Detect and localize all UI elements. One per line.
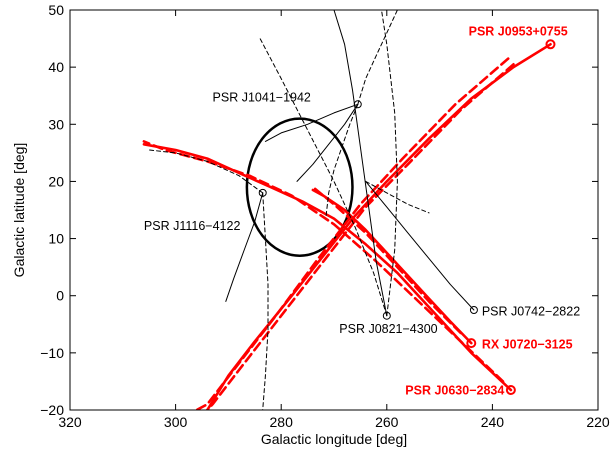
y-tick-label-5: 30 [48,116,64,132]
track-3-0 [296,103,359,182]
y-tick-label-3: 10 [48,231,64,247]
track-3-1 [264,103,359,142]
x-tick-label-0: 320 [58,414,82,430]
track-2-1 [311,185,463,335]
y-tick-label-7: 50 [48,2,64,18]
x-axis-title: Galactic longitude [deg] [261,431,407,447]
track-5-1 [381,10,398,317]
x-tick-label-3: 260 [375,414,399,430]
track-6-1 [365,180,430,214]
x-tick-label-5: 220 [586,414,610,430]
track-4-1 [148,149,264,194]
track-3-2 [325,103,359,217]
pulsar-label-5: RX J0720−3125 [482,337,573,351]
pulsar-labels: PSR J0953+0755 PSR J1041−1942 PSR J1116−41… [144,25,580,398]
x-tick-label-2: 280 [270,414,294,430]
pulsar-marker-6 [469,306,478,314]
pulsar-label-2: PSR J1116−4122 [144,219,241,233]
track-4-2 [262,192,269,410]
track-3-3 [357,10,398,105]
pulsar-label-4: PSR J0821−4300 [339,322,437,336]
plot-content [142,10,556,410]
region-circle [245,117,354,257]
x-tick-label-1: 300 [164,414,188,430]
y-axis-title: Galactic latitude [deg] [11,143,27,278]
track-6-0 [365,180,475,311]
pulsar-marker-4 [258,188,267,197]
pulsar-marker-0 [545,39,556,50]
y-tick-label-1: −10 [40,345,64,361]
track-0-1 [206,63,515,410]
axis-ticks: 320 300 280 260 240 220 −20 −10 0 10 20 30 40 50 [40,2,610,430]
pulsar-label-3: PSR J0742−2822 [482,305,580,319]
track-1-0 [142,143,513,392]
y-tick-label-0: −20 [40,402,64,418]
axes-frame [69,9,599,411]
pulsar-marker-2 [466,338,477,349]
track-5-0 [333,10,388,317]
y-tick-label-4: 20 [48,173,64,189]
y-tick-label-2: 0 [56,288,64,304]
track-4-0 [225,192,264,302]
pulsar-label-0: PSR J0953+0755 [469,25,568,39]
pulsar-marker-1 [505,385,516,395]
track-5-2 [259,38,388,317]
pulsar-marker-5 [382,311,391,320]
y-tick-label-6: 40 [48,59,64,75]
pulsar-label-1: PSR J1041−1942 [213,90,311,104]
x-tick-label-4: 240 [481,414,505,430]
pulsar-label-6: PSR J0630−2834 [405,384,504,398]
